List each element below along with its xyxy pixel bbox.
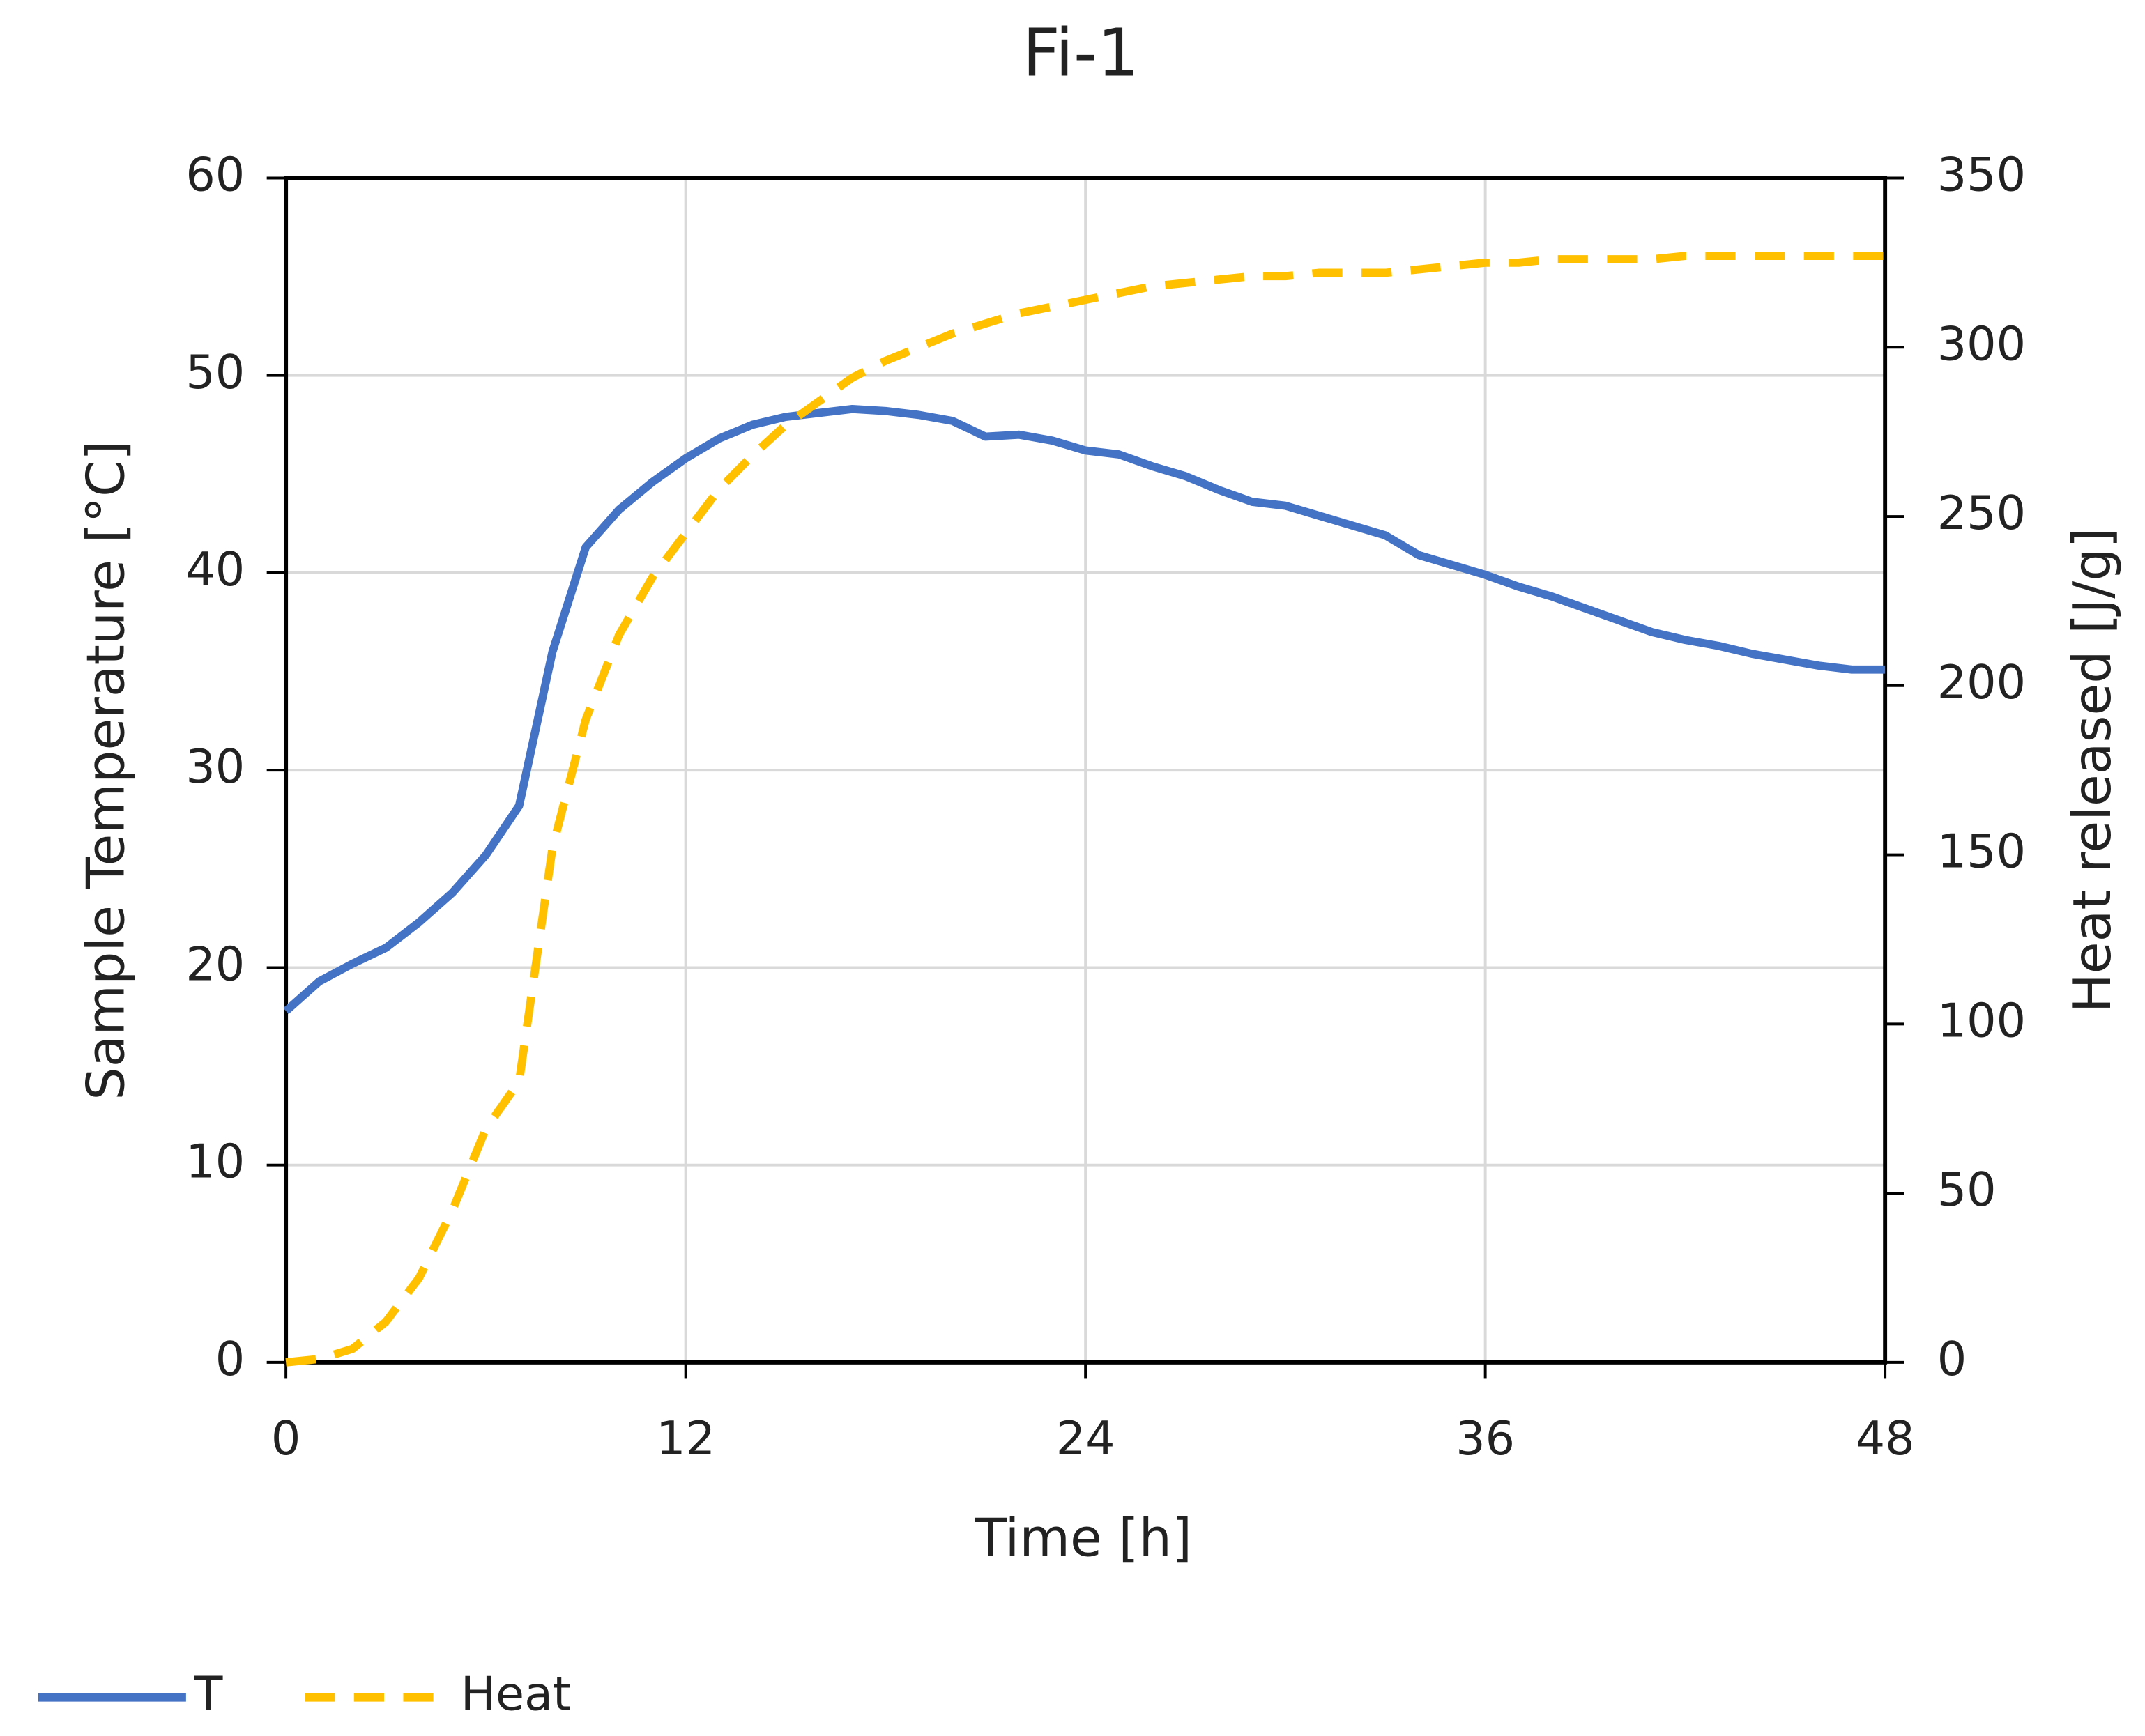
plot-frame — [284, 176, 1888, 1365]
y2-tick-label: 0 — [1937, 1332, 1967, 1386]
x-tick-label: 24 — [1056, 1411, 1115, 1466]
data-line — [285, 252, 1886, 1367]
chart-title: Fi-1 — [1023, 16, 1139, 92]
y-tick-label: 0 — [215, 1332, 245, 1386]
y2-tick-label: 350 — [1937, 148, 2026, 202]
y-axis-title: Sample Temperature [°C] — [75, 440, 136, 1100]
x-tick-label: 48 — [1856, 1411, 1915, 1466]
x-tick-label: 36 — [1456, 1411, 1515, 1466]
legend-label: T — [194, 1667, 223, 1721]
x-tick-label: 0 — [271, 1411, 300, 1466]
y-tick-label: 20 — [185, 937, 245, 991]
y2-tick-label: 150 — [1937, 824, 2026, 879]
y-tick-label: 40 — [185, 542, 245, 597]
y-tick-label: 50 — [185, 345, 245, 399]
legend-label: Heat — [461, 1667, 571, 1721]
y2-axis-title: Heat released [J/g] — [2062, 528, 2123, 1013]
y2-tick-label: 300 — [1937, 316, 2026, 371]
y2-tick-label: 50 — [1937, 1162, 1997, 1217]
y-tick-label: 30 — [185, 739, 245, 794]
y2-tick-label: 100 — [1937, 993, 2026, 1047]
y-tick-label: 10 — [185, 1135, 245, 1189]
y2-tick-label: 250 — [1937, 486, 2026, 540]
data-line — [283, 404, 1886, 1015]
x-axis-title: Time [h] — [974, 1507, 1192, 1568]
y2-tick-label: 200 — [1937, 655, 2026, 709]
y-tick-label: 60 — [185, 148, 245, 202]
x-tick-label: 12 — [656, 1411, 715, 1466]
